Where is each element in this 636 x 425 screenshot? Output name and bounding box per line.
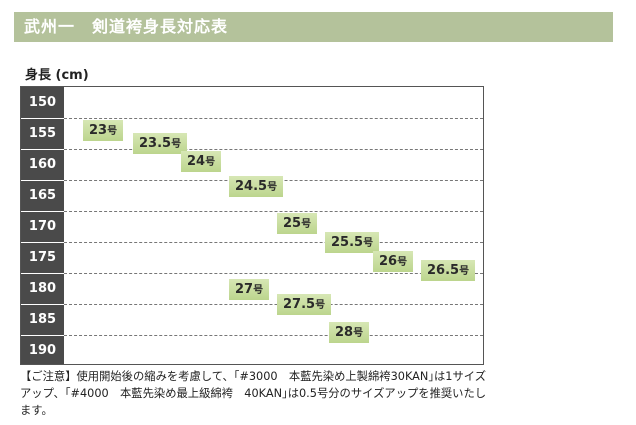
- size-chip: 27号: [229, 278, 270, 300]
- gridline: [64, 335, 483, 336]
- caution-note: 【ご注意】使用開始後の縮みを考慮して、｢#3000 本藍先染め上製綿袴30KAN…: [20, 370, 487, 417]
- size-chip-unit: 号: [107, 126, 118, 138]
- height-tick-label: 165: [28, 188, 57, 203]
- size-chip-unit: 号: [267, 182, 278, 194]
- size-chip-value: 26: [379, 253, 398, 269]
- size-chip-value: 28: [335, 324, 354, 340]
- gridline: [64, 211, 483, 212]
- size-chip: 23.5号: [133, 132, 188, 154]
- size-chip: 26号: [373, 250, 414, 272]
- height-tick-label: 160: [28, 157, 57, 172]
- axis-divider: [21, 304, 64, 305]
- size-chip: 26.5号: [421, 259, 476, 281]
- gridline: [64, 304, 483, 305]
- size-chip-value: 23: [89, 123, 108, 139]
- size-chip: 25号: [277, 213, 318, 235]
- size-chart: 150 155 160 165 170 175 180 185 190 23号 23.5号 24号 2…: [20, 86, 484, 365]
- size-chip-unit: 号: [171, 138, 182, 150]
- height-tick-label: 185: [28, 312, 57, 327]
- height-tick-label: 155: [28, 126, 57, 141]
- page-title: 武州一 剣道袴身長対応表: [24, 17, 229, 36]
- axis-divider: [21, 211, 64, 212]
- size-chip-value: 26.5: [427, 262, 460, 278]
- axis-divider: [21, 335, 64, 336]
- size-chip-unit: 号: [397, 256, 408, 268]
- size-chip-value: 27: [235, 281, 254, 297]
- size-chip-unit: 号: [315, 300, 326, 311]
- size-chip: 23号: [83, 120, 124, 142]
- gridline: [64, 149, 483, 150]
- size-chip-value: 24.5: [235, 179, 268, 195]
- height-tick-label: 170: [28, 219, 57, 234]
- axis-divider: [21, 180, 64, 181]
- size-chip-unit: 号: [205, 157, 216, 169]
- size-chip-unit: 号: [301, 219, 312, 231]
- height-tick-label: 190: [28, 343, 57, 358]
- height-tick-label: 150: [28, 95, 57, 110]
- size-chip-unit: 号: [363, 238, 374, 249]
- size-chip: 27.5号: [277, 294, 332, 315]
- height-tick-label: 175: [28, 250, 57, 265]
- size-chip-value: 25: [283, 216, 302, 232]
- y-axis-label: 身長 (cm): [25, 68, 89, 83]
- size-chip-unit: 号: [353, 327, 364, 339]
- gridline: [64, 273, 483, 274]
- height-axis: 150 155 160 165 170 175 180 185 190: [21, 87, 64, 364]
- gridline: [64, 118, 483, 119]
- size-chip-value: 25.5: [331, 235, 364, 250]
- title-bar: 武州一 剣道袴身長対応表: [14, 12, 613, 42]
- height-tick-label: 180: [28, 281, 57, 296]
- size-chip-unit: 号: [459, 265, 470, 277]
- size-chip: 25.5号: [325, 232, 380, 253]
- size-chip-value: 27.5: [283, 297, 316, 312]
- axis-divider: [21, 149, 64, 150]
- axis-divider: [21, 273, 64, 274]
- size-chip-value: 23.5: [139, 135, 172, 151]
- axis-divider: [21, 118, 64, 119]
- gridline: [64, 242, 483, 243]
- size-chip: 24.5号: [229, 176, 284, 198]
- size-chip-value: 24: [187, 154, 206, 170]
- size-chip-unit: 号: [253, 284, 264, 296]
- axis-divider: [21, 242, 64, 243]
- size-chip: 28号: [329, 321, 370, 343]
- size-chip: 24号: [181, 151, 222, 173]
